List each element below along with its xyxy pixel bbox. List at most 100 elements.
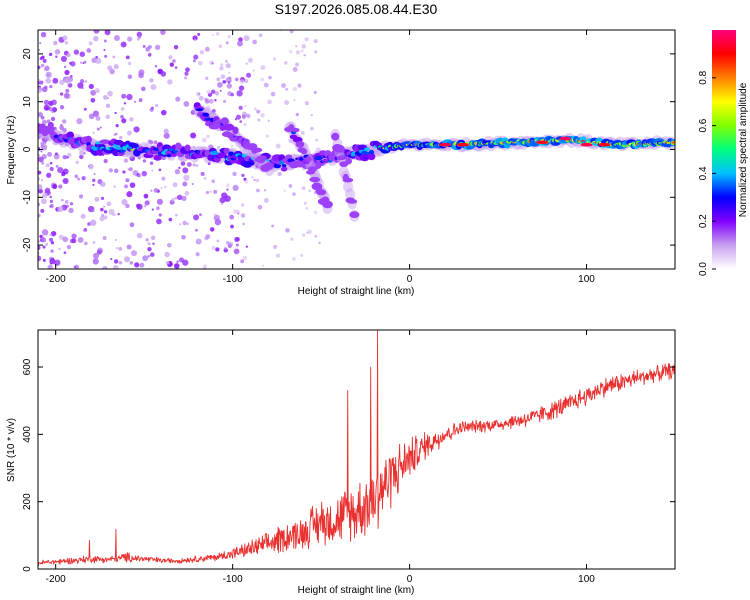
spectrogram-noise-dot <box>63 65 67 69</box>
spectrogram-noise-dot <box>104 54 108 58</box>
spectrogram-noise-dot <box>300 254 304 258</box>
spectrogram-blob <box>342 177 354 183</box>
spectrogram-noise-dot <box>256 188 260 193</box>
spectrogram-noise-dot <box>160 109 167 116</box>
spectrogram-blob <box>232 126 239 135</box>
spectrogram-noise-dot <box>83 228 88 232</box>
spectrogram-noise-dot <box>248 57 253 63</box>
spectrogram-noise-dot <box>105 114 110 120</box>
spectrogram-noise-dot <box>100 207 104 212</box>
spectrogram-noise-dot <box>246 72 252 78</box>
spectrogram-noise-dot <box>68 207 74 214</box>
spectrogram-noise-dot <box>309 126 314 131</box>
spectrogram-blob <box>349 211 360 219</box>
spectrogram-blob <box>202 112 210 117</box>
spectrogram-noise-dot <box>156 206 160 211</box>
spectrogram-noise-dot <box>211 245 216 250</box>
spectrogram-noise-dot <box>79 154 84 160</box>
spectrogram-y-label: Frequency (Hz) <box>6 116 17 185</box>
x-tick-label: 0 <box>407 274 413 285</box>
spectrogram-blob <box>367 152 376 161</box>
spectrogram-noise-dot <box>241 173 245 178</box>
spectrogram-noise-dot <box>283 189 286 193</box>
spectrogram-noise-dot <box>292 86 298 92</box>
spectrogram-noise-dot <box>147 246 152 252</box>
colorbar: 0.0 0.2 0.4 0.6 0.8 Normalized spectral ampl… <box>698 30 749 276</box>
spectrogram-noise-dot <box>241 213 245 217</box>
spectrogram-noise-dot <box>243 122 247 127</box>
spectrogram-noise-dot <box>190 132 197 139</box>
spectrogram-noise-dot <box>102 266 108 269</box>
spectrogram-noise-dot <box>215 247 220 252</box>
spectrogram-noise-dot <box>175 96 181 102</box>
spectrogram-noise-dot <box>172 59 176 63</box>
spectrogram-noise-dot <box>245 62 248 65</box>
x-tick-label: -100 <box>223 274 243 285</box>
spectrogram-noise-dot <box>53 153 60 160</box>
spectrogram-noise-dot <box>62 154 67 160</box>
spectrogram-noise-dot <box>315 138 319 142</box>
spectrogram-noise-dot <box>253 178 256 182</box>
spectrogram-noise-dot <box>292 192 296 196</box>
spectrogram-noise-dot <box>47 264 53 269</box>
spectrogram-x-ticks: -200 -100 0 100 <box>46 30 595 285</box>
spectrogram-noise-dot <box>254 107 257 111</box>
spectrogram-noise-dot <box>127 74 133 79</box>
spectrogram-noise-dot <box>263 197 269 203</box>
spectrogram-noise-dot <box>103 95 108 100</box>
spectrogram-noise-dot <box>168 55 173 60</box>
spectrogram-noise-dot <box>192 163 196 167</box>
spectrogram-noise-dot <box>126 130 132 136</box>
colorbar-label: Normalized spectral amplitude <box>738 82 749 217</box>
spectrogram-noise-dot <box>172 182 178 188</box>
spectrogram-noise-dot <box>87 165 90 168</box>
spectrogram-noise-dot <box>60 123 63 127</box>
spectrogram-noise-dot <box>258 33 263 38</box>
spectrogram-noise-dot <box>79 61 83 64</box>
spectrogram-noise-dot <box>129 182 136 189</box>
spectrogram-noise-dot <box>42 58 47 63</box>
spectrogram-noise-dot <box>174 196 178 200</box>
spectrogram-blob <box>308 166 318 173</box>
spectrogram-noise-dot <box>219 197 226 204</box>
spectrogram-noise-dot <box>230 224 234 229</box>
spectrogram-noise-dot <box>55 164 59 168</box>
spectrogram-noise-dot <box>90 89 97 96</box>
spectrogram-noise-dot <box>49 233 53 237</box>
spectrogram-noise-dot <box>293 99 296 102</box>
spectrogram-noise-dot <box>40 150 43 153</box>
spectrogram-noise-dot <box>220 63 224 67</box>
spectrogram-noise-dot <box>69 75 73 78</box>
spectrogram-noise-dot <box>89 219 97 226</box>
spectrogram-noise-dot <box>193 59 196 63</box>
spectrogram-noise-dot <box>275 253 281 258</box>
spectrogram-noise-dot <box>40 237 47 243</box>
spectrogram-noise-dot <box>75 160 79 165</box>
spectrogram-noise-dot <box>138 72 144 79</box>
spectrogram-noise-dot <box>92 178 96 183</box>
spectrogram-noise-dot <box>174 169 181 175</box>
spectrogram-blob <box>66 131 75 139</box>
spectrogram-noise-dot <box>147 254 151 258</box>
spectrogram-noise-dot <box>209 190 212 193</box>
spectrogram-noise-dot <box>222 99 227 103</box>
spectrogram-noise-dot <box>313 210 318 215</box>
spectrogram-noise-dot <box>84 80 88 83</box>
spectrogram-noise-dot <box>164 185 167 189</box>
spectrogram-noise-dot <box>79 51 86 57</box>
snr-x-ticks: -200 -100 0 100 <box>46 330 595 585</box>
spectrogram-noise-dot <box>242 222 245 226</box>
spectrogram-noise-dot <box>112 213 116 217</box>
spectrogram-noise-dot <box>295 50 300 55</box>
spectrogram-noise-dot <box>236 90 243 97</box>
spectrogram-noise-dot <box>220 202 224 206</box>
spectrogram-noise-dot <box>213 189 218 194</box>
spectrogram-noise-dot <box>175 213 178 217</box>
spectrogram-noise-dot <box>260 65 266 70</box>
spectrogram-noise-dot <box>92 209 95 213</box>
spectrogram-noise-dot <box>145 47 151 52</box>
spectrogram-noise-dot <box>63 251 67 255</box>
spectrogram-noise-dot <box>79 79 85 84</box>
spectrogram-noise-dot <box>267 99 272 105</box>
colorbar-gradient <box>712 30 736 269</box>
